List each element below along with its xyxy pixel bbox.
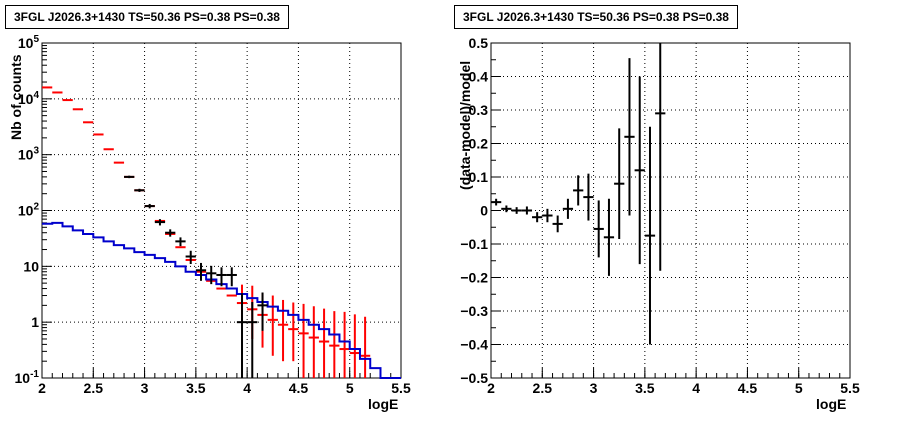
plot-background: [42, 43, 401, 378]
counts-panel: 2 2.5 3 3.5 4 4.5 5 5.5 10-1 1 10 102 103 104 105 3FGL…: [5, 5, 411, 412]
x-tick-label: 3: [590, 380, 598, 396]
plot-background: [491, 43, 850, 378]
plot-area: 2 2.5 3 3.5 4 4.5 5 5.5 −0.5 −0.4 −0.3 −0.2 −0.1 0 0.1…: [460, 35, 860, 396]
x-tick-label: 4.5: [289, 380, 309, 396]
y-tick-label: −0.2: [460, 270, 488, 286]
residuals-y-axis-title: (data-model)/model: [457, 60, 473, 190]
y-tick-label: 0.5: [469, 35, 489, 51]
y-tick-label: 10-1: [15, 369, 40, 386]
y-tick-label: 102: [18, 202, 40, 219]
counts-chart-title: 3FGL J2026.3+1430 TS=50.36 PS=0.38 PS=0.…: [5, 5, 289, 29]
y-tick-label: −0.1: [460, 236, 488, 252]
residuals-chart-title: 3FGL J2026.3+1430 TS=50.36 PS=0.38 PS=0.…: [454, 5, 738, 29]
x-tick-label: 5: [795, 380, 803, 396]
x-tick-label: 2.5: [533, 380, 553, 396]
x-tick-label: 3.5: [186, 380, 206, 396]
y-tick-label: 1: [31, 314, 39, 330]
residuals-panel: 2 2.5 3 3.5 4 4.5 5 5.5 −0.5 −0.4 −0.3 −0.2 −0.1 0 0.1…: [449, 0, 898, 421]
background-histogram-line: [42, 221, 401, 379]
y-tick-label: −0.5: [460, 370, 488, 386]
counts-chart: 2 2.5 3 3.5 4 4.5 5 5.5 10-1 1 10 102 103 104 105: [15, 34, 411, 396]
y-tick-label: 10: [23, 258, 39, 274]
x-tick-label: 4: [243, 380, 251, 396]
y-tick-label: 0.4: [469, 69, 489, 85]
residuals-x-axis-title: logE: [816, 396, 847, 412]
x-tick-label: 3.5: [635, 380, 655, 396]
y-tick-label: −0.3: [460, 303, 488, 319]
y-tick-label: 0.2: [469, 136, 489, 152]
x-tick-label: 2: [38, 380, 46, 396]
counts-y-axis-title: Nb of counts: [8, 54, 24, 140]
plot-frame: [490, 42, 851, 379]
y-tick-label: 103: [18, 146, 40, 163]
x-tick-label: 4: [692, 380, 700, 396]
x-tick-label: 2.5: [84, 380, 104, 396]
y-tick-label: −0.4: [460, 337, 488, 353]
x-tick-label: 2: [487, 380, 495, 396]
x-tick-label: 3: [141, 380, 149, 396]
counts-x-axis-title: logE: [368, 396, 399, 412]
y-tick-label: 104: [18, 90, 40, 107]
y-tick-label: 105: [18, 34, 40, 51]
x-tick-label: 5: [346, 380, 354, 396]
plot-frame: [41, 42, 402, 379]
x-tick-label: 5.5: [840, 380, 860, 396]
residuals-chart: 2 2.5 3 3.5 4 4.5 5 5.5 −0.5 −0.4 −0.3 −0.2 −0.1 0 0.1…: [460, 35, 860, 396]
y-tick-label: 0: [480, 203, 488, 219]
x-tick-label: 4.5: [738, 380, 758, 396]
y-tick-label: 0.3: [469, 102, 489, 118]
y-tick-label: 0.1: [469, 169, 489, 185]
plot-area: 2 2.5 3 3.5 4 4.5 5 5.5 10-1 1 10 102 103 104 105: [15, 34, 411, 396]
x-tick-label: 5.5: [391, 380, 411, 396]
